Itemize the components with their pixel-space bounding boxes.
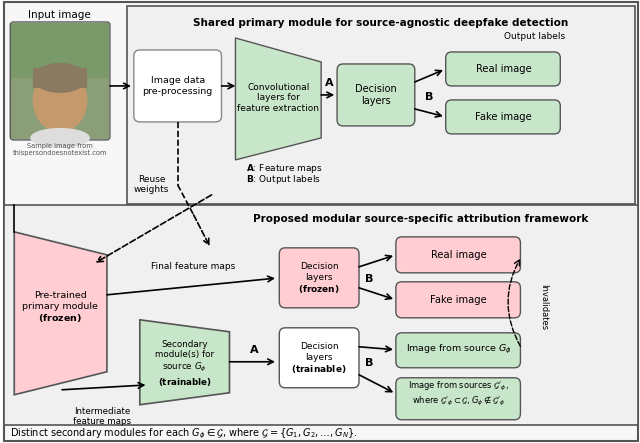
Bar: [4, 205, 638, 425]
FancyBboxPatch shape: [279, 328, 359, 388]
Text: Input image: Input image: [28, 10, 90, 20]
Polygon shape: [14, 232, 107, 395]
Text: Sample image from
thispersondoesnotexist.com: Sample image from thispersondoesnotexist…: [13, 143, 108, 156]
FancyBboxPatch shape: [396, 333, 520, 368]
Text: Fake image: Fake image: [430, 295, 487, 305]
FancyBboxPatch shape: [396, 378, 520, 420]
Bar: [33, 68, 87, 88]
FancyBboxPatch shape: [396, 282, 520, 318]
Polygon shape: [236, 38, 321, 160]
Text: Image from sources $\mathcal{G}'_\phi$,
where $\mathcal{G}'_\phi \subset \mathca: Image from sources $\mathcal{G}'_\phi$, …: [408, 380, 509, 408]
Ellipse shape: [33, 63, 88, 93]
Text: A: A: [250, 345, 259, 355]
FancyBboxPatch shape: [279, 248, 359, 308]
Text: Decision
layers: Decision layers: [355, 84, 397, 106]
Text: Secondary
module(s) for
source $G_\phi$
$\mathbf{(trainable)}$: Secondary module(s) for source $G_\phi$ …: [155, 340, 214, 388]
Text: Shared primary module for source-agnostic deepfake detection: Shared primary module for source-agnosti…: [193, 18, 568, 28]
Text: Fake image: Fake image: [475, 112, 532, 122]
FancyBboxPatch shape: [10, 22, 110, 140]
Text: Reuse
weights: Reuse weights: [134, 175, 170, 194]
Text: Output labels: Output labels: [504, 32, 565, 41]
Text: A: A: [325, 78, 333, 88]
Text: Pre-trained
primary module
$\mathbf{(frozen)}$: Pre-trained primary module $\mathbf{(fro…: [22, 291, 98, 324]
Polygon shape: [140, 320, 230, 405]
Bar: [127, 6, 635, 204]
Text: Image from source $G_\phi$: Image from source $G_\phi$: [406, 343, 511, 356]
Text: $\mathbf{A}$: Feature maps: $\mathbf{A}$: Feature maps: [246, 162, 323, 175]
Bar: [12, 23, 109, 78]
FancyBboxPatch shape: [396, 237, 520, 273]
Text: Intermediate
feature maps: Intermediate feature maps: [73, 407, 131, 426]
Text: $\mathbf{B}$: Output labels: $\mathbf{B}$: Output labels: [246, 173, 321, 186]
Text: Decision
layers
$\mathbf{(trainable)}$: Decision layers $\mathbf{(trainable)}$: [291, 342, 347, 375]
Text: Proposed modular source-specific attribution framework: Proposed modular source-specific attribu…: [253, 214, 588, 224]
Bar: [12, 23, 109, 139]
Text: Image data
pre-processing: Image data pre-processing: [143, 76, 212, 96]
Ellipse shape: [33, 67, 88, 132]
Text: B: B: [365, 274, 373, 284]
Ellipse shape: [30, 128, 90, 148]
Text: B: B: [424, 92, 433, 102]
FancyBboxPatch shape: [445, 100, 560, 134]
FancyBboxPatch shape: [134, 50, 221, 122]
Text: Invalidates: Invalidates: [540, 284, 548, 330]
Text: B: B: [365, 358, 373, 368]
Text: Real image: Real image: [476, 64, 531, 74]
Text: Real image: Real image: [431, 250, 486, 260]
Text: Decision
layers
$\mathbf{(frozen)}$: Decision layers $\mathbf{(frozen)}$: [298, 262, 340, 295]
Text: Distinct secondary modules for each $G_\phi \in \mathcal{G}$, where $\mathcal{G}: Distinct secondary modules for each $G_\…: [10, 427, 358, 441]
FancyBboxPatch shape: [337, 64, 415, 126]
FancyBboxPatch shape: [445, 52, 560, 86]
Text: Convolutional
layers for
feature extraction: Convolutional layers for feature extract…: [237, 83, 319, 113]
Text: Final feature maps: Final feature maps: [152, 262, 236, 271]
